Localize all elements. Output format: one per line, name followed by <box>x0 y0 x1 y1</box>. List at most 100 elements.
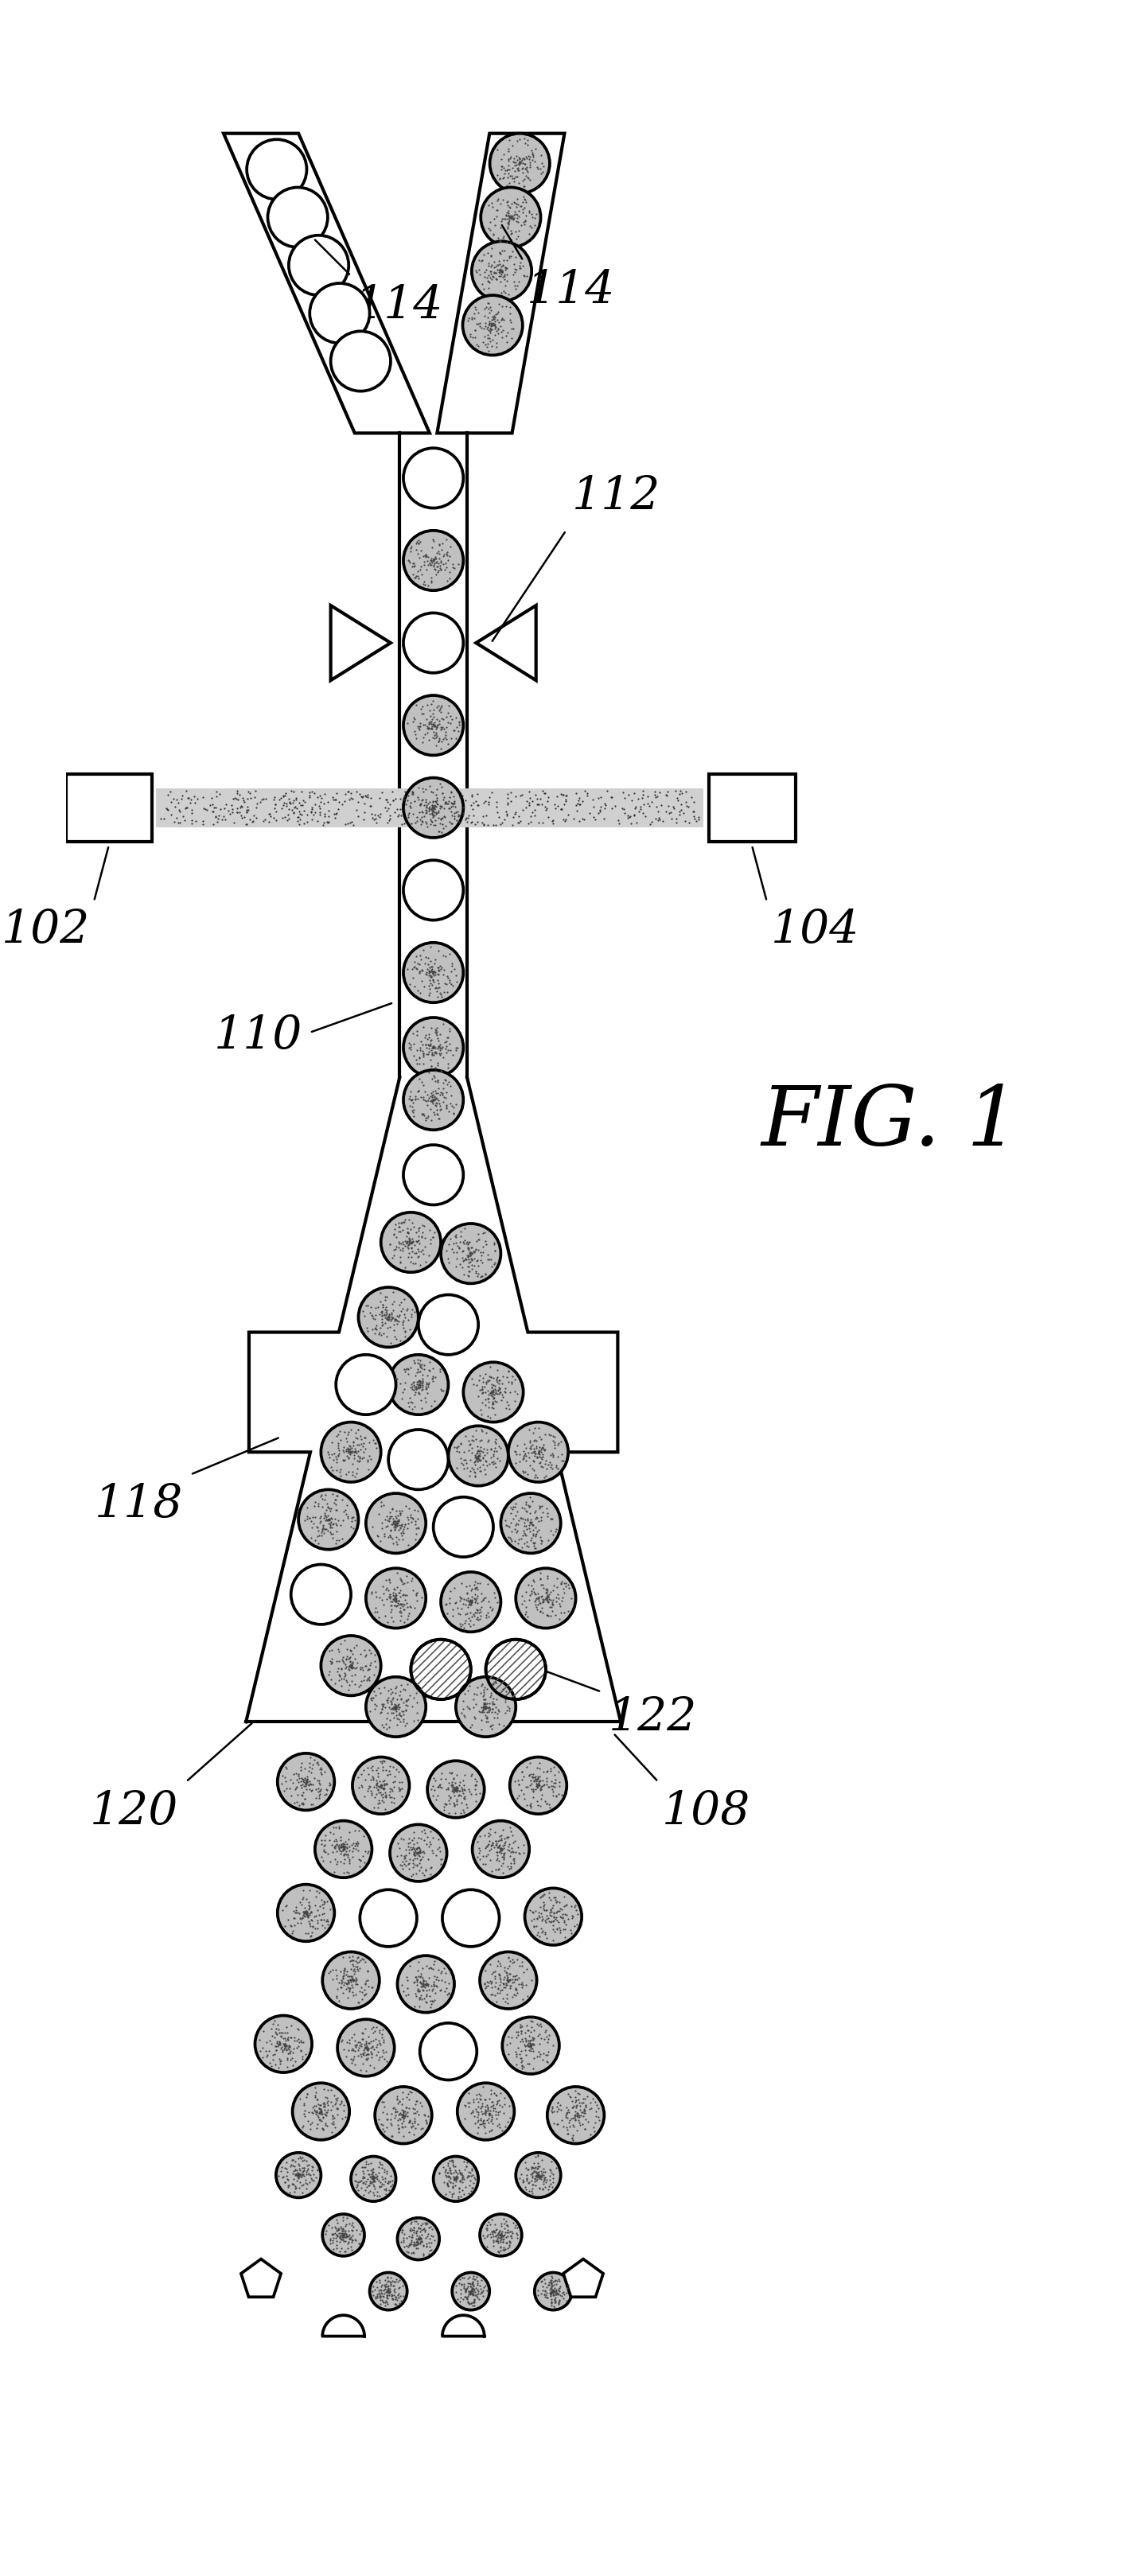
Point <box>634 783 653 824</box>
Point <box>542 2262 561 2303</box>
Point <box>464 1680 482 1721</box>
Point <box>474 1579 492 1620</box>
Point <box>391 1492 409 1533</box>
Point <box>447 2264 465 2306</box>
Point <box>352 1765 371 1806</box>
Point <box>488 129 506 170</box>
Point <box>417 2099 435 2141</box>
Point <box>428 1010 446 1051</box>
Point <box>372 2280 390 2321</box>
Point <box>465 1363 483 1404</box>
Point <box>372 1775 390 1816</box>
Point <box>367 2262 385 2303</box>
Point <box>385 791 404 832</box>
Point <box>341 1955 359 1996</box>
Point <box>521 2025 539 2066</box>
Point <box>570 2094 588 2136</box>
Point <box>485 1682 504 1723</box>
Point <box>500 1945 518 1986</box>
Point <box>553 1775 571 1816</box>
Point <box>501 299 520 340</box>
Point <box>431 1765 449 1806</box>
Point <box>579 2102 597 2143</box>
Point <box>399 793 417 835</box>
Point <box>495 255 513 296</box>
Point <box>505 183 523 224</box>
Point <box>314 804 332 845</box>
Point <box>420 536 438 577</box>
Point <box>387 1672 405 1713</box>
Point <box>431 786 449 827</box>
Point <box>373 2159 391 2200</box>
Point <box>453 2264 471 2306</box>
Point <box>345 1940 363 1981</box>
Point <box>466 2272 484 2313</box>
Point <box>416 793 434 835</box>
Point <box>485 1368 504 1409</box>
Point <box>284 781 302 822</box>
Point <box>538 1577 556 1618</box>
Point <box>503 2210 521 2251</box>
Point <box>290 2146 308 2187</box>
Point <box>365 1654 383 1695</box>
Point <box>437 719 455 760</box>
Point <box>326 2213 345 2254</box>
Point <box>474 1360 492 1401</box>
Point <box>326 1489 345 1530</box>
Point <box>496 255 514 296</box>
Point <box>371 2035 389 2076</box>
Point <box>277 783 296 824</box>
Point <box>460 1231 479 1273</box>
Point <box>384 1273 402 1314</box>
Point <box>319 2069 338 2110</box>
Point <box>393 1842 412 1883</box>
Point <box>414 2202 432 2244</box>
Point <box>571 2084 589 2125</box>
Point <box>543 2269 562 2311</box>
Point <box>532 2151 550 2192</box>
Circle shape <box>547 2087 604 2143</box>
Point <box>534 1427 553 1468</box>
Point <box>490 1953 508 1994</box>
Point <box>410 1955 429 1996</box>
Point <box>375 1767 393 1808</box>
Point <box>340 1811 358 1852</box>
Point <box>571 2102 589 2143</box>
Point <box>409 1832 428 1873</box>
Point <box>400 2102 418 2143</box>
Point <box>460 1770 479 1811</box>
Point <box>520 804 538 845</box>
Point <box>333 2022 351 2063</box>
Point <box>355 1842 373 1883</box>
Point <box>440 685 458 726</box>
Point <box>528 1780 546 1821</box>
Point <box>522 2025 540 2066</box>
Point <box>276 1886 294 1927</box>
Point <box>279 2166 297 2208</box>
Point <box>290 2156 308 2197</box>
Point <box>323 1499 341 1540</box>
Point <box>370 1752 388 1793</box>
Point <box>415 1043 433 1084</box>
Point <box>473 2087 491 2128</box>
Point <box>482 1370 500 1412</box>
Point <box>526 1499 545 1540</box>
Point <box>570 2097 588 2138</box>
Point <box>586 2110 604 2151</box>
Point <box>466 1569 484 1610</box>
Point <box>346 1649 364 1690</box>
Point <box>445 1785 463 1826</box>
Point <box>475 1211 493 1252</box>
Point <box>359 2032 377 2074</box>
Point <box>331 2215 349 2257</box>
Point <box>423 1971 441 2012</box>
Point <box>639 783 657 824</box>
Point <box>465 1566 483 1607</box>
Point <box>376 1595 395 1636</box>
Point <box>465 1450 483 1492</box>
Point <box>507 1968 525 2009</box>
Point <box>490 1360 508 1401</box>
Point <box>460 1566 479 1607</box>
Point <box>425 544 443 585</box>
Point <box>545 1896 563 1937</box>
